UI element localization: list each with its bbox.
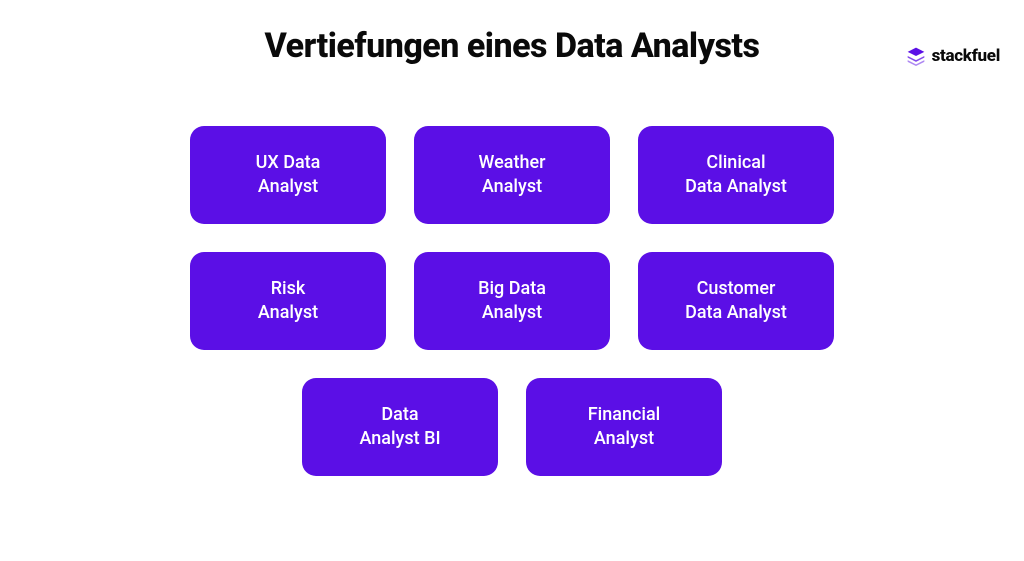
brand-logo: stackfuel	[906, 46, 1000, 66]
card-row: Risk Analyst Big Data Analyst Customer D…	[190, 252, 834, 350]
card-line2: Data Analyst	[685, 301, 787, 325]
card-grid: UX Data Analyst Weather Analyst Clinical…	[0, 126, 1024, 476]
card-line2: Data Analyst	[685, 175, 787, 199]
card-line1: Customer	[697, 277, 776, 301]
card-data-analyst-bi: Data Analyst BI	[302, 378, 498, 476]
card-clinical-data-analyst: Clinical Data Analyst	[638, 126, 834, 224]
card-row: Data Analyst BI Financial Analyst	[302, 378, 722, 476]
page-title: Vertiefungen eines Data Analysts	[0, 26, 1024, 66]
card-line2: Analyst	[258, 301, 318, 325]
card-line1: Financial	[588, 403, 661, 427]
card-line1: Data	[381, 403, 418, 427]
card-line2: Analyst	[482, 301, 542, 325]
stack-icon	[906, 46, 926, 66]
card-risk-analyst: Risk Analyst	[190, 252, 386, 350]
card-line2: Analyst	[482, 175, 542, 199]
card-weather-analyst: Weather Analyst	[414, 126, 610, 224]
card-line2: Analyst BI	[359, 427, 440, 451]
card-line1: Big Data	[478, 277, 546, 301]
card-line1: Weather	[479, 151, 546, 175]
logo-text: stackfuel	[932, 46, 1000, 66]
card-row: UX Data Analyst Weather Analyst Clinical…	[190, 126, 834, 224]
card-ux-data-analyst: UX Data Analyst	[190, 126, 386, 224]
card-customer-data-analyst: Customer Data Analyst	[638, 252, 834, 350]
card-line2: Analyst	[594, 427, 654, 451]
card-line1: Risk	[271, 277, 306, 301]
card-line1: Clinical	[706, 151, 765, 175]
card-line2: Analyst	[258, 175, 318, 199]
card-financial-analyst: Financial Analyst	[526, 378, 722, 476]
card-line1: UX Data	[256, 151, 321, 175]
card-big-data-analyst: Big Data Analyst	[414, 252, 610, 350]
